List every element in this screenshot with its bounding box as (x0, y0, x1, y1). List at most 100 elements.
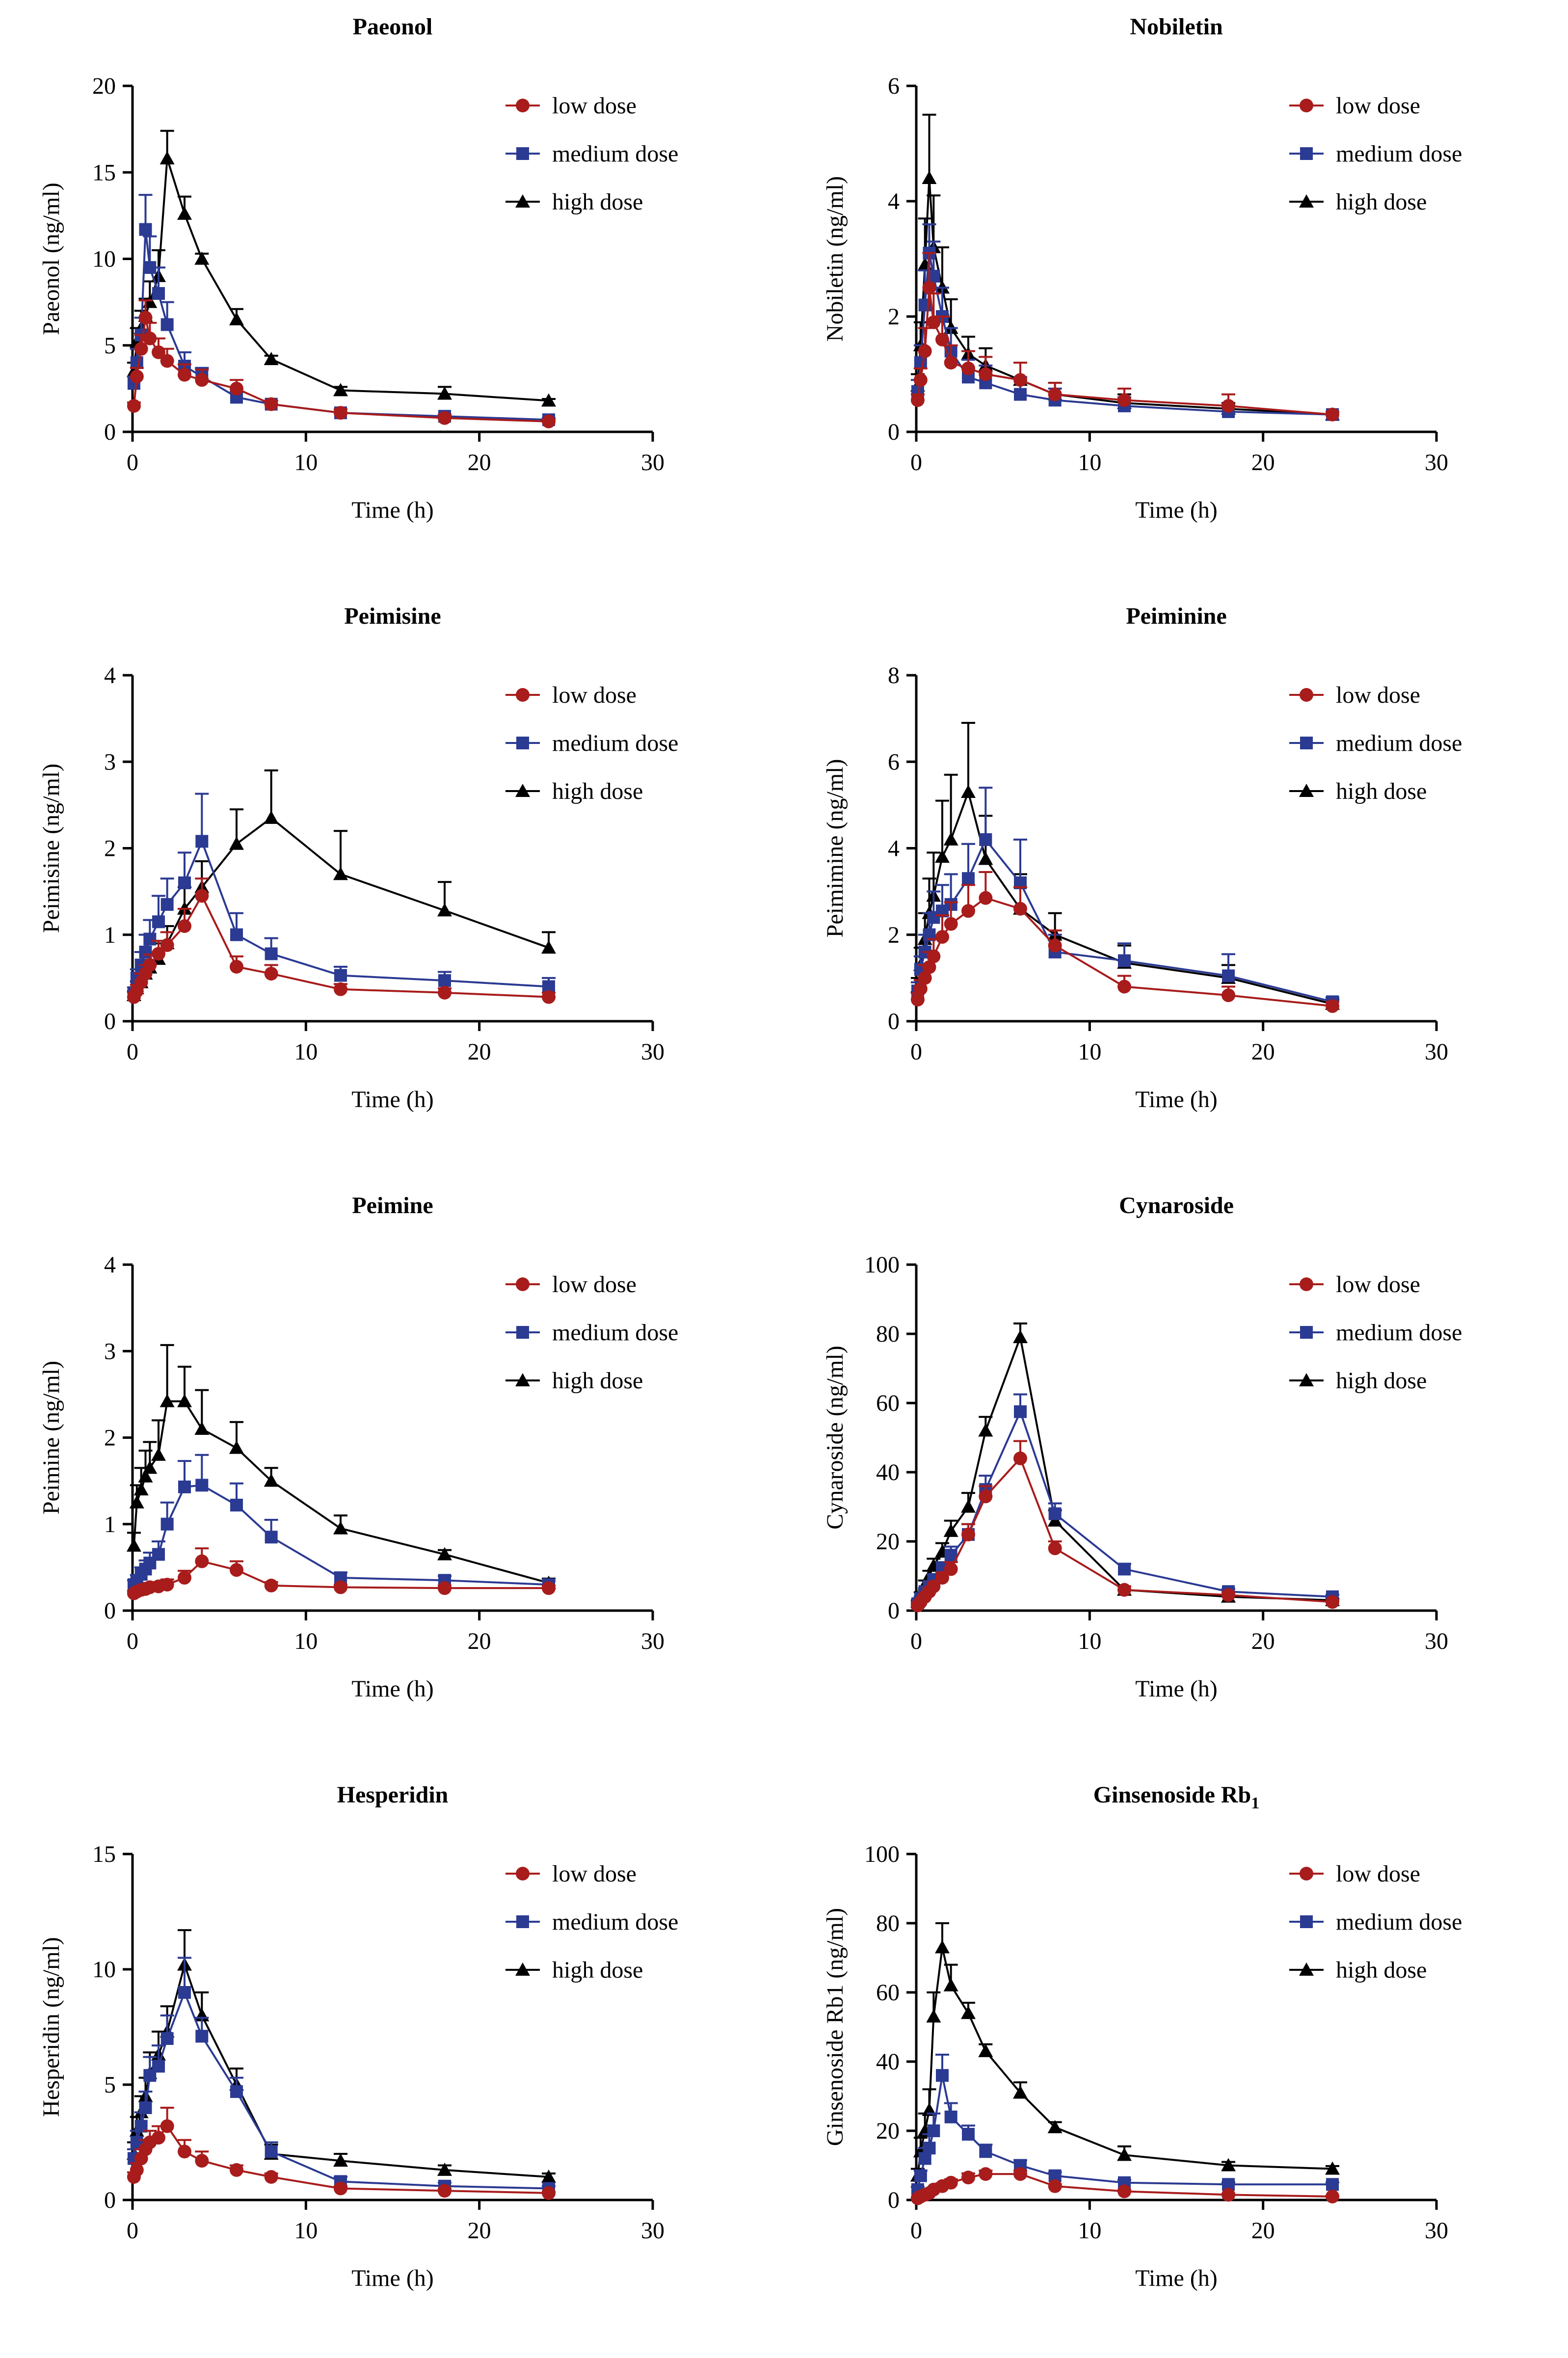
data-point (541, 940, 556, 954)
series-line (917, 1333, 1333, 1603)
legend-label: low dose (552, 682, 637, 708)
legend-item-medium: medium dose (505, 1320, 678, 1346)
data-point (944, 917, 958, 931)
data-point (194, 251, 210, 265)
data-point (918, 344, 932, 358)
y-tick-label: 40 (876, 1459, 900, 1485)
data-point (152, 915, 165, 928)
data-point (1014, 388, 1027, 401)
chart-title: Nobiletin (1130, 14, 1223, 40)
series-medium (910, 2053, 1339, 2196)
legend-marker (516, 1277, 530, 1291)
data-point (195, 2030, 209, 2043)
data-point (922, 960, 936, 974)
legend-item-high: high dose (1289, 189, 1427, 215)
data-point (334, 969, 347, 982)
data-point (979, 833, 992, 846)
data-point (979, 1489, 993, 1504)
legend-marker (1299, 194, 1314, 208)
data-point (142, 1460, 158, 1474)
x-tick-label: 10 (294, 450, 318, 476)
legend-label: medium dose (1336, 1320, 1462, 1346)
x-axis-label: Time (h) (1135, 2265, 1218, 2291)
data-point (926, 2009, 941, 2023)
data-point (438, 974, 451, 987)
legend-item-low: low dose (1289, 682, 1420, 708)
data-point (979, 2167, 993, 2181)
data-point (943, 1978, 958, 1991)
legend-label: medium dose (1336, 730, 1462, 756)
legend-item-low: low dose (505, 1861, 637, 1887)
x-tick-label: 0 (127, 450, 138, 476)
legend-label: low dose (552, 1272, 637, 1298)
y-tick-label: 2 (888, 304, 900, 330)
y-tick-label: 20 (876, 2118, 900, 2144)
data-point (1117, 1583, 1131, 1597)
legend-item-medium: medium dose (505, 1909, 678, 1935)
panel-peiminine: Peiminine 0 2 4 6 8 0 10 20 30 Time (h) Peimimine (… (784, 589, 1568, 1179)
legend-item-medium: medium dose (1289, 730, 1462, 756)
legend-label: high dose (552, 778, 643, 804)
legend-marker (515, 1962, 530, 1976)
data-point (935, 930, 949, 944)
legend-item-high: high dose (505, 778, 643, 804)
y-tick-label: 0 (888, 1008, 900, 1034)
legend-marker (1300, 1277, 1313, 1291)
legend-label: high dose (1336, 778, 1427, 804)
chart-title-subscript: 1 (1251, 1794, 1259, 1812)
y-tick-label: 60 (876, 1980, 900, 2006)
data-point (978, 2043, 993, 2057)
data-point (961, 1499, 976, 1513)
data-point (152, 1548, 165, 1561)
legend-marker (1300, 1867, 1313, 1881)
legend-marker (515, 194, 530, 208)
data-point (334, 982, 347, 996)
data-point (913, 981, 928, 996)
x-tick-label: 0 (910, 1039, 922, 1065)
data-point (1117, 2147, 1132, 2161)
legend-item-low: low dose (1289, 1861, 1420, 1887)
data-point (264, 1578, 278, 1592)
data-point (927, 1579, 941, 1593)
data-point (138, 311, 153, 325)
series-line (133, 1484, 549, 1586)
data-point (923, 2142, 936, 2155)
data-point (1048, 1541, 1062, 1556)
x-tick-label: 0 (910, 1628, 922, 1654)
y-tick-label: 15 (92, 1841, 116, 1867)
data-point (437, 2162, 452, 2176)
series-line (133, 1961, 549, 2178)
x-tick-label: 10 (1078, 450, 1101, 476)
y-tick-label: 6 (888, 749, 900, 775)
data-point (1118, 1563, 1131, 1576)
error-bar (922, 113, 936, 178)
y-tick-label: 0 (104, 419, 116, 445)
data-point (1326, 407, 1339, 422)
chart-svg: Hesperidin 0 5 10 15 0 10 20 30 Time (h) Hesperidi… (38, 1782, 678, 2291)
data-point (437, 1547, 452, 1561)
data-point (160, 1578, 174, 1592)
data-point (265, 1531, 278, 1544)
panel-peimisine: Peimisine 0 1 2 3 4 0 10 20 30 Time (h) Peimisine (… (0, 589, 784, 1179)
data-point (438, 411, 452, 425)
legend-label: medium dose (1336, 1909, 1462, 1935)
data-point (229, 1440, 244, 1454)
legend-label: low dose (552, 1861, 637, 1887)
data-point (229, 312, 244, 325)
data-point (160, 318, 174, 331)
data-point (1013, 1451, 1027, 1465)
series-high (910, 113, 1340, 421)
data-point (918, 298, 931, 312)
data-point (177, 1394, 192, 1407)
data-point (935, 333, 949, 346)
legend-marker (1300, 1915, 1313, 1928)
data-point (264, 1473, 279, 1487)
y-tick-label: 0 (104, 1008, 116, 1034)
axes (131, 1854, 653, 2201)
legend-marker (1299, 1962, 1314, 1976)
data-point (230, 1563, 243, 1577)
data-point (143, 331, 157, 345)
data-point (195, 835, 209, 848)
data-point (961, 784, 976, 798)
